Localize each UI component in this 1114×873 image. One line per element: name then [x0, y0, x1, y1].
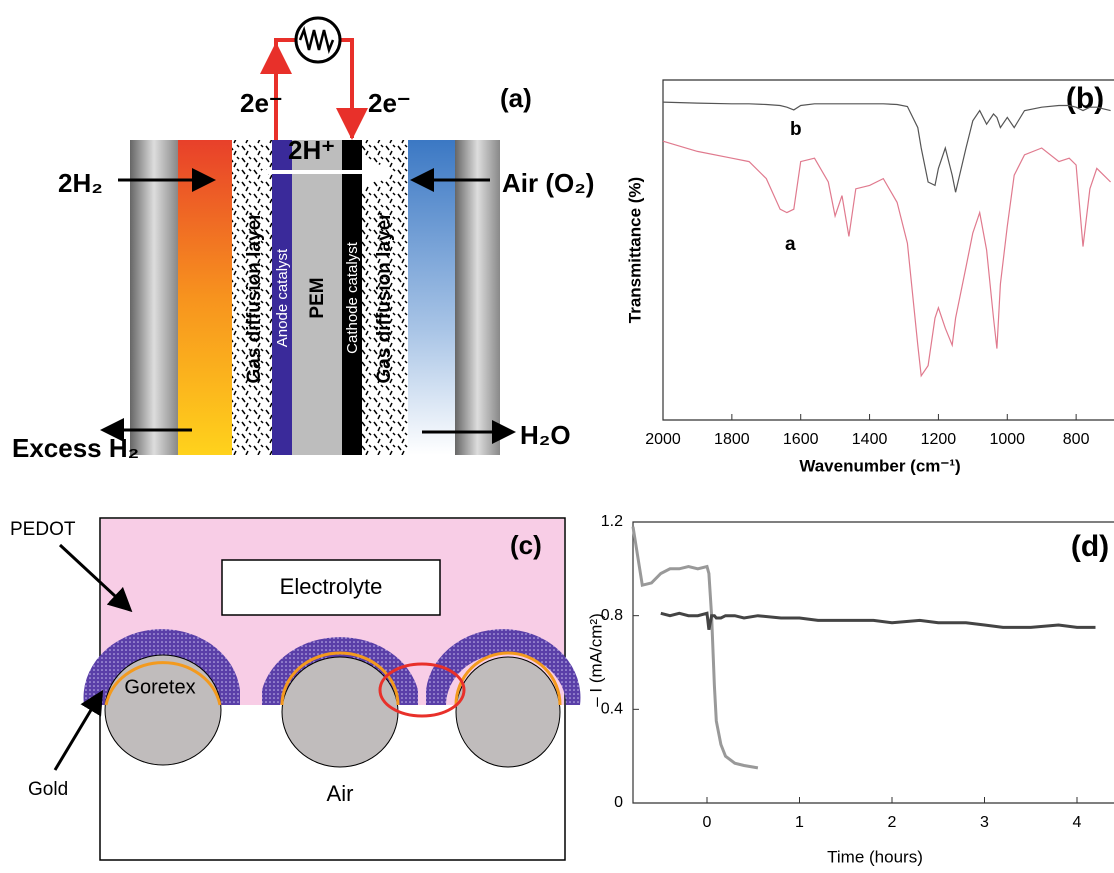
- axis-frame: [633, 522, 1114, 803]
- electrolyte-label: Electrolyte: [280, 574, 383, 599]
- pedot-label: PEDOT: [10, 519, 76, 540]
- layer-label: Gas diffusion layer: [244, 212, 265, 384]
- air-in-label: Air (O₂): [502, 168, 594, 198]
- goretex-fiber: [105, 655, 221, 765]
- data-line: [663, 102, 1111, 192]
- pointer: [55, 695, 100, 770]
- data-line: [661, 613, 1096, 629]
- x-tick-label: 1800: [714, 431, 750, 448]
- data-line: [633, 527, 758, 768]
- x-tick-label: 1400: [852, 431, 888, 448]
- layer-label: Cathode catalyst: [344, 241, 361, 354]
- x-tick-label: 1600: [783, 431, 819, 448]
- panel-label: (a): [500, 83, 532, 113]
- anode-channel: [178, 140, 232, 455]
- x-tick-label: 2000: [645, 431, 681, 448]
- panel-label: (c): [510, 530, 542, 560]
- air-label: Air: [327, 781, 354, 806]
- y-tick-label: 0: [614, 794, 623, 811]
- layer-label: Anode catalyst: [274, 248, 291, 347]
- x-axis-label: Wavenumber (cm⁻¹): [799, 456, 960, 475]
- axis-frame: [663, 80, 1114, 420]
- data-line: [663, 141, 1111, 376]
- goretex-fiber: [282, 657, 398, 767]
- layer-label: Gas diffusion layer: [374, 212, 395, 384]
- y-axis-label: Transmittance (%): [625, 177, 644, 323]
- figure: Gas diffusion layer Anode catalyst PEM C…: [0, 0, 1114, 868]
- x-tick-label: 0: [703, 814, 712, 831]
- cathode-channel: [408, 140, 455, 455]
- x-axis-label: Time (hours): [827, 847, 923, 866]
- y-axis-label: – I (mA/cm²): [586, 613, 605, 707]
- end-plate: [130, 140, 178, 455]
- x-tick-label: 1: [795, 814, 804, 831]
- electron-label: 2e⁻: [368, 88, 411, 118]
- end-plate: [455, 140, 500, 455]
- x-tick-label: 2: [888, 814, 897, 831]
- series-label: a: [785, 234, 796, 255]
- panel-label: (d): [1071, 530, 1109, 563]
- x-tick-label: 4: [1073, 814, 1082, 831]
- panel-c: Electrolyte Goretex Air PEDOT Gold (c): [10, 518, 580, 860]
- fuel-out-label: Excess H₂: [12, 433, 139, 463]
- x-tick-label: 1200: [921, 431, 957, 448]
- panel-a: Gas diffusion layer Anode catalyst PEM C…: [12, 18, 594, 463]
- x-tick-label: 3: [980, 814, 989, 831]
- load: [296, 18, 340, 62]
- x-tick-label: 800: [1063, 431, 1090, 448]
- y-tick-label: 1.2: [601, 513, 623, 530]
- fuel-in-label: 2H₂: [58, 168, 103, 198]
- proton-label: 2H⁺: [288, 135, 335, 165]
- layer-label: PEM: [307, 277, 328, 318]
- water-out-label: H₂O: [520, 420, 571, 450]
- x-tick-label: 1000: [989, 431, 1025, 448]
- gold-label: Gold: [28, 779, 68, 800]
- series-label: b: [790, 119, 802, 140]
- goretex-label: Goretex: [124, 676, 195, 698]
- goretex-fiber: [456, 657, 560, 767]
- electron-label: 2e⁻: [240, 88, 283, 118]
